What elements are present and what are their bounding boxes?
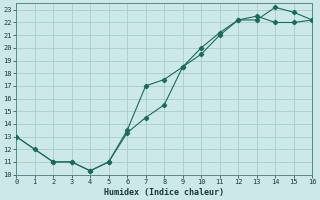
X-axis label: Humidex (Indice chaleur): Humidex (Indice chaleur) xyxy=(104,188,224,197)
